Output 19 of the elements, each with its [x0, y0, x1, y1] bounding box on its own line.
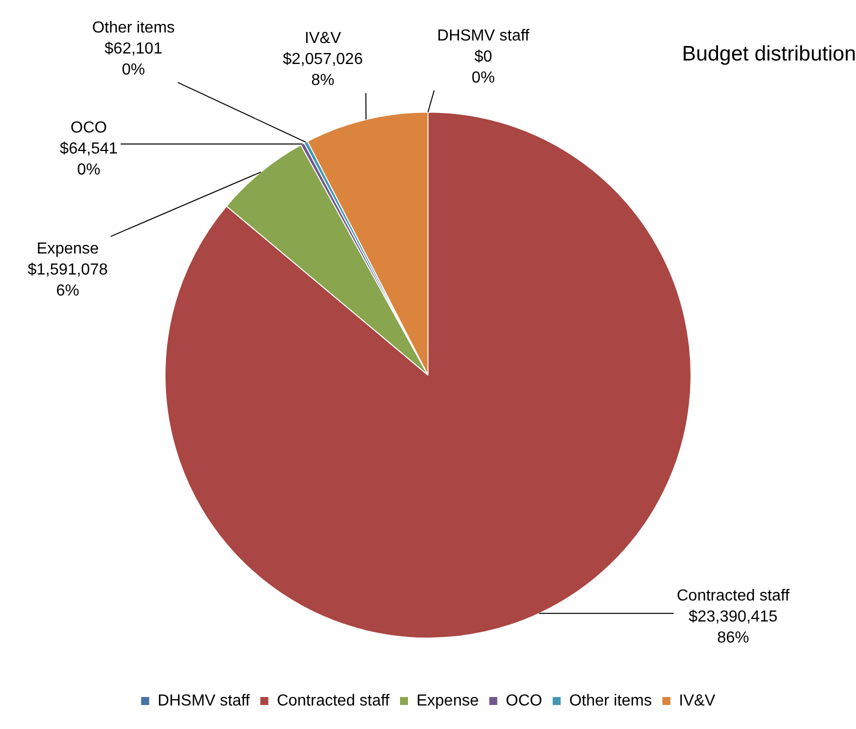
- slice-label: OCO: [70, 119, 107, 136]
- legend-label: DHSMV staff: [158, 692, 250, 710]
- legend-label: IV&V: [678, 692, 716, 710]
- data-label: $23,390,415 86%: [688, 608, 778, 646]
- slice-label: Expense: [36, 240, 99, 258]
- legend-label: Other items: [569, 692, 652, 710]
- slice-label: Contracted staff: [676, 587, 790, 604]
- legend-label: Expense: [416, 692, 479, 710]
- text: Budget distribution: [682, 42, 856, 66]
- data-label: $1,591,078 6%: [28, 261, 108, 300]
- legend-label: OCO: [506, 692, 542, 710]
- data-label: $62,101 0%: [104, 40, 162, 78]
- data-label: $64,541 0%: [60, 140, 118, 178]
- slice-label: IV&V: [304, 30, 342, 47]
- slice-label: Other items: [92, 19, 175, 36]
- legend-label: Contracted staff: [276, 692, 390, 710]
- data-label: $2,057,026 8%: [282, 50, 363, 89]
- category-label: DHSMV staff: [437, 27, 530, 44]
- text: $0 0%: [472, 48, 495, 86]
